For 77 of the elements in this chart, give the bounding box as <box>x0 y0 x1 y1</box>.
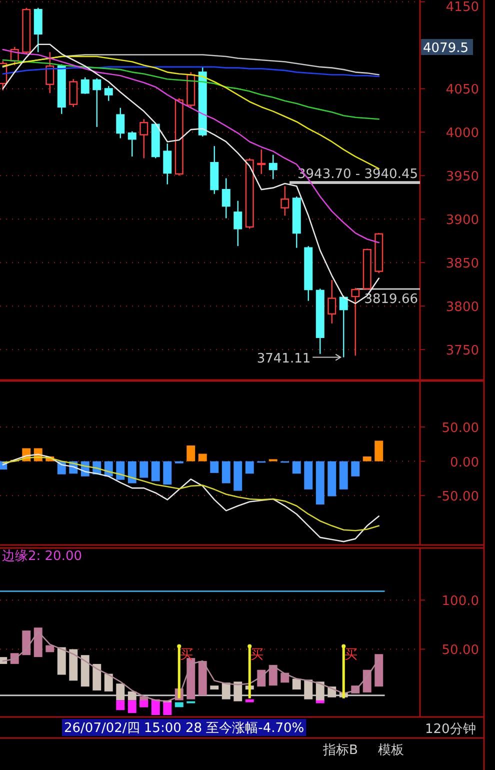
y-tick-label: 50.00 <box>442 643 479 658</box>
bar <box>186 658 196 700</box>
bar <box>151 461 160 482</box>
data-label: 买 <box>344 647 358 662</box>
line-series <box>2 630 380 702</box>
bar <box>174 702 184 708</box>
y-tick-label: 3800 <box>446 300 479 316</box>
bar <box>362 456 372 462</box>
bar <box>362 670 372 692</box>
bar <box>163 461 172 485</box>
text: 120分钟 <box>425 722 476 737</box>
data-label: 买 <box>250 647 264 662</box>
bar <box>116 684 125 700</box>
bar <box>163 702 172 716</box>
bar <box>374 440 384 462</box>
line-series <box>2 456 380 532</box>
bar <box>80 655 90 687</box>
y-tick-label: 0.00 <box>450 455 479 470</box>
bar <box>198 660 207 696</box>
text: 指标B <box>322 743 358 758</box>
bar <box>304 461 313 490</box>
bar <box>34 628 42 658</box>
annotation: 3741.11 <box>256 351 311 366</box>
y-tick-label: 4150 <box>446 0 479 15</box>
bar <box>351 461 360 476</box>
bar <box>292 461 301 474</box>
bar <box>140 461 148 478</box>
bar <box>245 461 254 474</box>
bar <box>116 700 125 710</box>
candlestick <box>222 178 230 219</box>
bar <box>46 645 54 652</box>
bar <box>116 461 125 480</box>
bar <box>92 664 102 690</box>
line-series <box>2 454 380 542</box>
bar <box>22 630 31 656</box>
bar <box>328 461 336 496</box>
bar <box>128 700 136 714</box>
bar <box>222 682 230 700</box>
y-tick-label: 3750 <box>446 344 479 359</box>
bar <box>186 446 196 462</box>
data-label: 买 <box>180 647 194 662</box>
text: 4079.5 <box>423 41 468 56</box>
y-tick-label: 4050 <box>446 82 479 98</box>
y-tick-label: 50.00 <box>442 420 479 436</box>
y-tick-label: 3850 <box>446 256 479 272</box>
bar <box>198 454 207 462</box>
y-tick-label: 100.0 <box>442 594 479 610</box>
chart-title: 边缘2: 20.00 <box>2 549 82 564</box>
bar <box>140 700 148 708</box>
bar <box>210 686 219 690</box>
bar <box>128 691 136 700</box>
text: 模板 <box>378 743 404 758</box>
bar <box>316 461 324 505</box>
candlestick <box>328 279 336 324</box>
y-tick-label: 3950 <box>446 170 479 185</box>
bar <box>304 680 313 700</box>
bar <box>234 682 242 702</box>
bar <box>245 699 254 702</box>
bar <box>104 674 113 692</box>
bar <box>57 647 66 675</box>
bar <box>222 461 230 484</box>
y-tick-label: -50.00 <box>437 490 479 505</box>
bar <box>151 700 160 716</box>
text: 26/07/02/四 15:00 28 至今涨幅-4.70% <box>64 721 304 736</box>
y-tick-label: 3900 <box>446 213 479 228</box>
bar <box>292 678 301 690</box>
bar <box>268 664 278 686</box>
candlestick <box>234 200 242 247</box>
y-tick-label: 4000 <box>446 126 479 142</box>
ref-line-label: 3819.66 <box>364 292 418 307</box>
bar <box>210 461 219 473</box>
bar <box>339 461 348 490</box>
bar <box>69 649 78 681</box>
bar <box>128 461 136 484</box>
candlestick <box>257 148 266 175</box>
bar <box>234 461 242 491</box>
bar <box>374 654 384 687</box>
